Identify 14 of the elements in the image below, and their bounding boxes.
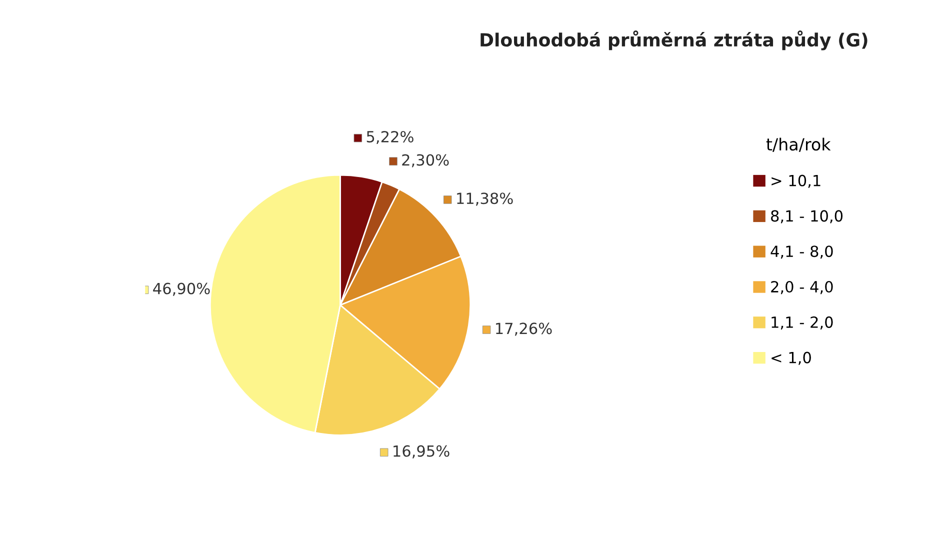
legend-label: 8,1 - 10,0: [771, 210, 843, 224]
data-label: 46,90%: [153, 282, 210, 296]
legend-label: < 1,0: [772, 352, 811, 365]
legend-label: 4,1 - 8,0: [770, 246, 833, 259]
chart-title: Dlouhodobá průměrná ztráta půdy (G): [480, 30, 868, 50]
data-label: 17,26%: [496, 322, 552, 336]
data-label: 2,30%: [402, 154, 449, 168]
data-label: 16,95%: [394, 445, 450, 458]
data-label: 5,22%: [366, 130, 414, 144]
legend-label: > 10,1: [772, 174, 820, 188]
legend-label: 2,0 - 4,0: [771, 280, 833, 294]
data-label: 11,38%: [457, 192, 513, 206]
legend-title: t/ha/rok: [766, 138, 831, 152]
legend-label: 1,1 - 2,0: [772, 316, 833, 330]
